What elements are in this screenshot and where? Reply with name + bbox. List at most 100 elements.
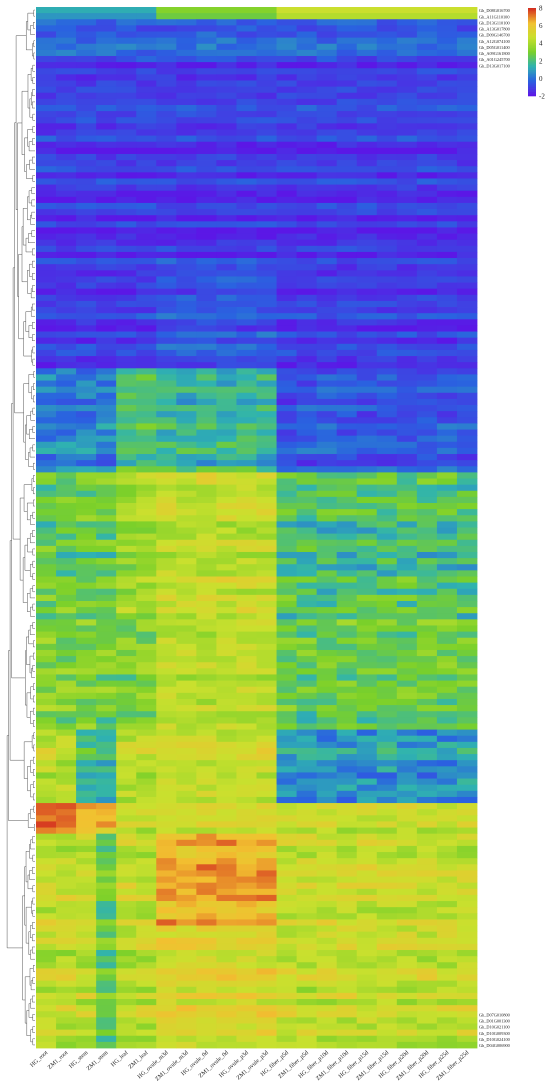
heat-cell [236, 417, 257, 424]
heat-cell [236, 31, 257, 39]
heat-cell [156, 478, 177, 486]
heat-cell [156, 772, 177, 779]
heat-cell [36, 980, 57, 988]
heat-cell [116, 986, 137, 994]
heat-cell [236, 778, 257, 786]
heat-cell [56, 68, 77, 75]
heat-cell [176, 864, 197, 871]
heat-cell [156, 429, 177, 437]
heat-cell [96, 245, 117, 253]
heat-cell [276, 1023, 297, 1031]
heat-cell [276, 368, 297, 375]
heat-cell [76, 882, 97, 890]
heat-cell [376, 999, 398, 1006]
heat-cell [216, 325, 237, 332]
heat-cell [216, 821, 237, 828]
heat-cell [116, 466, 137, 473]
heat-cell [396, 19, 418, 26]
heat-cell [316, 227, 338, 234]
heat-cell [336, 845, 358, 853]
heat-cell [376, 901, 398, 908]
heat-cell [216, 349, 237, 357]
heat-cell [236, 962, 257, 969]
heat-cell [236, 337, 257, 345]
heat-cell [316, 968, 338, 975]
legend-swatch [528, 63, 536, 66]
heat-cell [276, 386, 297, 394]
heat-cell [316, 888, 338, 896]
heat-cell [356, 796, 378, 804]
heat-cell [176, 760, 197, 767]
heat-cell [136, 31, 157, 39]
heat-cell [256, 992, 277, 1000]
heat-cell [116, 1041, 137, 1049]
heat-cell [156, 723, 177, 730]
heat-cell [196, 356, 217, 363]
heat-cell [176, 649, 197, 657]
heat-cell [56, 803, 77, 810]
heat-cell [76, 551, 97, 559]
heat-cell [216, 251, 237, 259]
heat-cell [236, 913, 257, 920]
heat-cell [296, 625, 318, 632]
heat-cell [216, 80, 237, 87]
heat-cell [96, 423, 117, 430]
heat-cell [216, 662, 237, 669]
heat-cell [196, 962, 217, 969]
heat-cell [196, 858, 217, 865]
legend-swatch [528, 18, 536, 21]
heat-cell [156, 466, 177, 473]
heat-cell [336, 325, 358, 332]
heat-cell [56, 251, 77, 259]
heat-cell [296, 533, 318, 541]
heat-cell [136, 178, 157, 185]
heat-cell [276, 649, 297, 657]
heat-cell [336, 1041, 358, 1049]
heat-cell [336, 398, 358, 406]
heat-cell [236, 37, 257, 45]
heat-cell [176, 209, 197, 216]
heat-cell [256, 643, 277, 651]
legend-swatch [528, 34, 536, 37]
heat-cell [176, 607, 197, 614]
heat-cell [96, 411, 117, 418]
heat-cell [296, 784, 318, 792]
heat-cell [156, 362, 177, 369]
heat-cell [436, 307, 458, 314]
heat-cell [76, 80, 97, 87]
heat-cell [376, 870, 398, 877]
heat-cell [336, 282, 358, 290]
heat-cell [276, 166, 297, 173]
heat-cell [396, 625, 418, 632]
heat-cell [176, 643, 197, 651]
heat-cell [356, 245, 378, 253]
heat-cell [316, 221, 338, 228]
heat-cell [176, 447, 197, 455]
heat-cell [256, 999, 277, 1006]
heat-cell [276, 821, 297, 828]
heat-cell [196, 190, 217, 198]
heat-cell [156, 135, 177, 143]
heat-cell [176, 729, 197, 737]
heat-cell [96, 711, 117, 718]
heat-cell [176, 294, 197, 302]
heat-cell [96, 864, 117, 871]
heat-cell [316, 858, 338, 865]
heat-cell [76, 429, 97, 437]
heat-cell [316, 43, 338, 51]
heat-cell [116, 141, 137, 149]
heat-cell [296, 1005, 318, 1012]
heat-cell [296, 968, 318, 975]
heat-cell [216, 123, 237, 130]
heat-cell [36, 662, 57, 669]
heat-cell [256, 613, 277, 620]
heat-cell [356, 270, 378, 277]
heat-cell [76, 270, 97, 277]
heat-cell [376, 245, 398, 253]
heat-cell [276, 907, 297, 914]
heat-cell [416, 790, 438, 798]
legend-swatch [528, 35, 536, 38]
heat-cell [116, 521, 137, 528]
heat-cell [276, 86, 297, 94]
heat-cell [276, 478, 297, 486]
